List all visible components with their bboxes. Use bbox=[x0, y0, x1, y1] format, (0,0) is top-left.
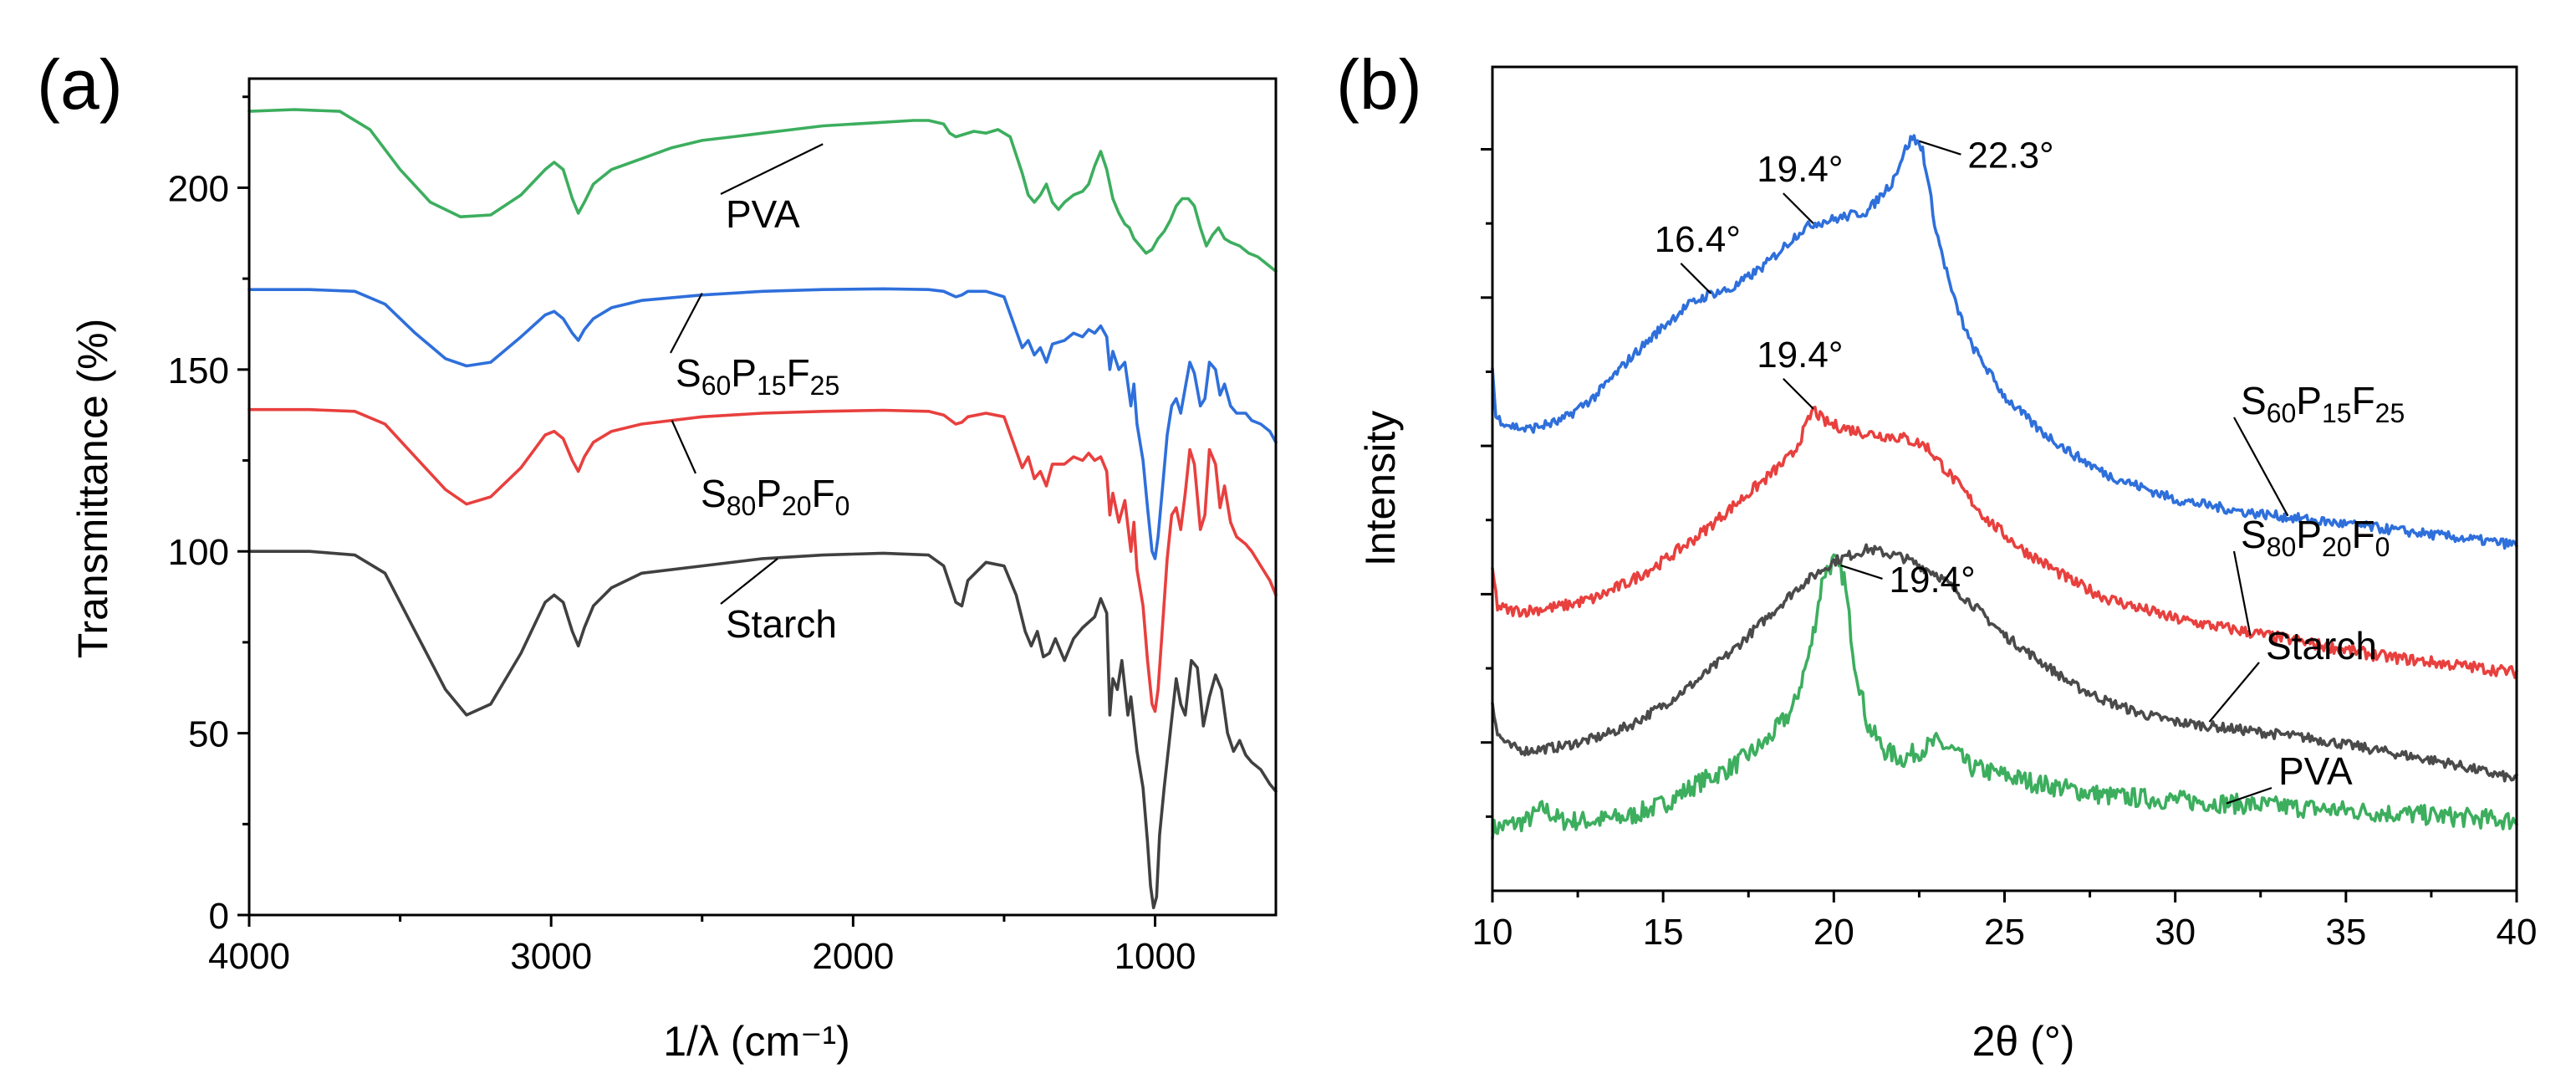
panel-a-letter: (a) bbox=[37, 45, 123, 124]
panel-b-leader-s60p15f25 bbox=[2233, 417, 2289, 517]
panel-a-y-tick-label: 200 bbox=[168, 168, 229, 209]
panel-b-peak-label: 22.3° bbox=[1967, 135, 2053, 176]
panel-b-x-tick-label: 20 bbox=[1813, 912, 1854, 953]
panel-b-x-tick-label: 15 bbox=[1643, 912, 1684, 953]
panel-b-x-tick-label: 40 bbox=[2497, 912, 2538, 953]
panel-a-plot-area: Starch S80P20F0 S60P15F25 PVA bbox=[247, 108, 1278, 910]
panel-b-peak-label: 16.4° bbox=[1655, 219, 1741, 260]
panel-a-label-s60p15f25: S60P15F25 bbox=[676, 351, 839, 401]
panel-b-x-tick-label: 10 bbox=[1472, 912, 1513, 953]
panel-a-ftir-chart: (a) Starch S80P20F0 S60P15F25 PVA 4000 3000 2… bbox=[37, 45, 1278, 1065]
panel-b-series-pva bbox=[1491, 553, 2518, 841]
panel-b-leader-pva bbox=[2226, 786, 2272, 805]
panel-a-x-tick-label: 3000 bbox=[510, 936, 592, 977]
panel-a-y-tick-label: 0 bbox=[209, 896, 229, 937]
panel-b-y-axis-title: Intensity bbox=[1357, 411, 1404, 566]
panel-a-series-pva bbox=[247, 108, 1278, 274]
panel-a-series-s60p15f25 bbox=[247, 287, 1278, 560]
panel-a-y-tick-label: 100 bbox=[168, 532, 229, 573]
panel-a-leader-s60p15f25 bbox=[670, 293, 703, 354]
panel-b-series-s80p20f0 bbox=[1491, 406, 2518, 679]
panel-a-y-axis-title: Transmittance (%) bbox=[69, 319, 116, 659]
panel-a-leader-starch bbox=[720, 558, 778, 605]
panel-b-plot-area: PVA Starch S80P20F0 S60P15F25 22.3° 19.4° 16.4… bbox=[1491, 134, 2518, 841]
panel-b-x-tick-label: 35 bbox=[2325, 912, 2366, 953]
panel-a-leader-pva bbox=[720, 143, 824, 195]
panel-b-peak-label: 19.4° bbox=[1757, 335, 1843, 376]
panel-a-label-pva: PVA bbox=[726, 192, 800, 236]
panel-b-series-starch bbox=[1491, 543, 2518, 783]
panel-b-x-axis-title: 2θ (°) bbox=[1972, 1018, 2075, 1065]
panel-a-y-tick-label: 50 bbox=[188, 714, 229, 755]
panel-b-x-tick-label: 25 bbox=[1984, 912, 2025, 953]
panel-b-peak-label: 19.4° bbox=[1890, 560, 1976, 601]
panel-b-label-pva: PVA bbox=[2278, 749, 2353, 793]
panel-a-x-tick-label: 1000 bbox=[1115, 936, 1196, 977]
panel-a-x-axis-title: 1/λ (cm⁻¹) bbox=[663, 1018, 850, 1065]
panel-b-peak-label: 19.4° bbox=[1757, 149, 1843, 190]
panel-a-series-s80p20f0 bbox=[247, 407, 1278, 713]
panel-b-leader-s80p20f0 bbox=[2232, 550, 2252, 636]
panel-a-y-tick-label: 150 bbox=[168, 350, 229, 391]
panel-b-label-starch: Starch bbox=[2266, 624, 2377, 667]
panel-a-label-starch: Starch bbox=[726, 602, 837, 646]
panel-b-letter: (b) bbox=[1336, 45, 1422, 124]
panel-b-xrd-chart: (b) PVA Starch S80P20F0 S60P15F25 22.3° 19.4°… bbox=[1336, 45, 2537, 1065]
panel-b-leader-starch bbox=[2208, 662, 2260, 723]
panel-b-label-s60p15f25: S60P15F25 bbox=[2241, 379, 2405, 428]
panel-a-frame bbox=[247, 77, 1278, 917]
panel-b-peak-leader bbox=[1783, 377, 1814, 410]
panel-a-x-tick-label: 2000 bbox=[812, 936, 894, 977]
panel-b-peak-leader bbox=[1783, 192, 1814, 224]
panel-b-series-s60p15f25 bbox=[1491, 134, 2518, 550]
panel-b-peak-leader bbox=[1919, 140, 1961, 156]
panel-a-axes: 4000 3000 2000 1000 0 50 100 150 200 bbox=[168, 77, 1278, 977]
panel-a-leader-s80p20f0 bbox=[671, 420, 697, 474]
panel-a-series-starch bbox=[247, 550, 1278, 910]
panel-b-axes: 10 15 20 25 30 35 40 bbox=[1472, 65, 2538, 953]
panel-b-peak-leader bbox=[1680, 263, 1712, 294]
panel-b-label-s80p20f0: S80P20F0 bbox=[2241, 513, 2390, 562]
panel-b-peak-leader bbox=[1840, 564, 1883, 580]
panel-a-x-tick-label: 4000 bbox=[208, 936, 290, 977]
panel-b-x-tick-label: 30 bbox=[2155, 912, 2196, 953]
panel-a-label-s80p20f0: S80P20F0 bbox=[701, 472, 849, 521]
